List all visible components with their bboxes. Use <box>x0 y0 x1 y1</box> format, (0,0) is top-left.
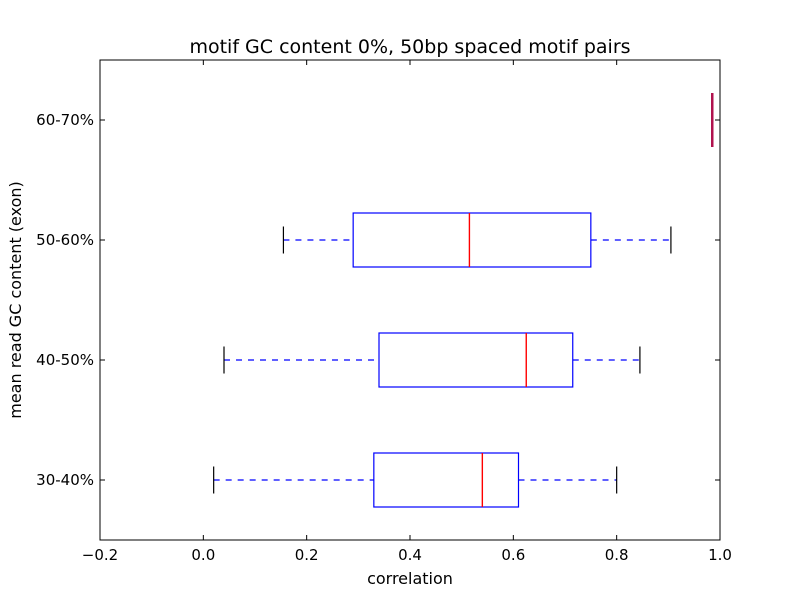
x-tick-label: −0.2 <box>82 546 118 564</box>
y-axis-label: mean read GC content (exon) <box>6 181 25 419</box>
x-tick-label: 0.4 <box>398 546 422 564</box>
x-axis-label: correlation <box>367 569 453 588</box>
y-tick-label: 50-60% <box>36 231 94 249</box>
x-tick-label: 0.6 <box>501 546 525 564</box>
x-tick-label: 1.0 <box>708 546 732 564</box>
x-tick-label: 0.2 <box>295 546 319 564</box>
y-tick-label: 40-50% <box>36 351 94 369</box>
x-tick-label: 0.8 <box>605 546 629 564</box>
chart-title: motif GC content 0%, 50bp spaced motif p… <box>189 36 630 58</box>
plot-area <box>99 60 721 540</box>
y-tick-label: 60-70% <box>36 111 94 129</box>
box <box>352 212 592 268</box>
box <box>373 452 520 508</box>
y-tick-label: 30-40% <box>36 471 94 489</box>
x-tick-label: 0.0 <box>191 546 215 564</box>
plot-frame <box>99 59 721 541</box>
box <box>378 332 574 388</box>
